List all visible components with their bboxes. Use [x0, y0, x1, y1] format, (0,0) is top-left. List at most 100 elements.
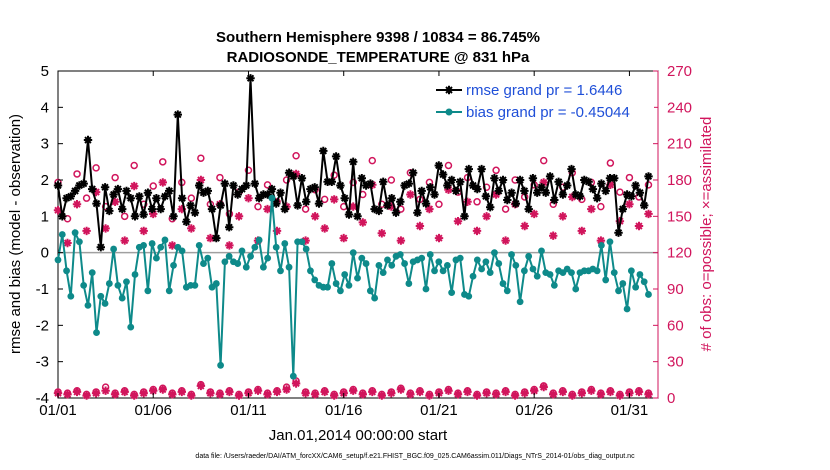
rmse-point [237, 184, 247, 194]
rmse-point [563, 181, 572, 190]
obs-assimilated-point [82, 391, 91, 400]
obs-assimilated-point [301, 389, 310, 398]
y-tick-label: -2 [36, 317, 49, 334]
bias-point [525, 252, 533, 260]
obs-possible-point [187, 194, 196, 202]
bias-point [165, 287, 173, 295]
rmse-point [357, 174, 366, 183]
bias-point [307, 267, 314, 275]
obs-assimilated-point [520, 221, 529, 231]
rmse-point [528, 174, 538, 183]
rmse-point [588, 184, 598, 194]
obs-possible-point [301, 205, 310, 213]
y-axis-ticks: -4 -3 -2 -1 0 1 2 3 4 5 [36, 63, 63, 407]
rmse-point [417, 186, 426, 196]
bias-point [435, 258, 443, 266]
x-tick-label: 01/31 [611, 402, 649, 419]
bias-point [67, 292, 75, 300]
obs-assimilated-point [272, 387, 282, 397]
bias-point [110, 245, 118, 253]
rmse-point [319, 146, 328, 156]
bias-point [345, 281, 353, 289]
obs-assimilated-point [425, 204, 434, 214]
bias-point [127, 323, 135, 331]
x-tick-label: 01/21 [420, 402, 458, 419]
bias-point [255, 236, 263, 244]
x-axis-label: Jan.01,2014 00:00:00 start [269, 427, 448, 444]
bias-point [384, 256, 391, 264]
rmse-point [541, 188, 550, 197]
legend-box [432, 76, 654, 124]
obs-possible-point [625, 173, 634, 182]
rmse-point [263, 190, 272, 199]
bias-point [281, 240, 289, 247]
rmse-point [447, 175, 456, 185]
rmse-point [353, 212, 362, 221]
legend-bias-marker [445, 108, 453, 116]
obs-assimilated-point [368, 387, 377, 397]
rmse-point [306, 184, 315, 194]
obs-possible-point [349, 178, 357, 187]
obs-assimilated-point [482, 389, 491, 398]
rmse-point [344, 210, 354, 219]
rmse-point [53, 181, 63, 190]
obs-assimilated-point [501, 236, 510, 245]
obs-assimilated-point [196, 175, 206, 185]
rmse-point [126, 194, 135, 203]
rmse-point [443, 181, 452, 190]
rmse-point [289, 172, 298, 181]
rmse-point [195, 181, 204, 190]
obs-assimilated-point [472, 391, 482, 400]
bias-point [277, 267, 284, 275]
bias-point [418, 254, 426, 262]
bias-point [443, 261, 451, 269]
rmse-point [246, 74, 255, 83]
rmse-point [293, 201, 302, 210]
bias-point [140, 242, 147, 249]
rmse-point [503, 195, 512, 205]
rmse-point [545, 172, 555, 181]
bias-point [337, 287, 344, 295]
obs-assimilated-point [396, 385, 406, 394]
rmse-point [592, 194, 602, 203]
obs-assimilated-point [158, 178, 167, 187]
y2-axis-ticks: 0 30 60 90 120 150 180 210 240 270 [653, 63, 692, 407]
obs-assimilated-point [358, 390, 367, 399]
obs-assimilated-point [168, 390, 177, 399]
rmse-point [284, 168, 294, 177]
rmse-point [250, 179, 259, 188]
data-file-footnote: data file: /Users/raeder/DAI/ATM_forcXX/… [195, 453, 635, 460]
rmse-point [610, 174, 619, 183]
rmse-point [515, 175, 525, 185]
obs-assimilated-point [282, 385, 291, 394]
y-tick-label: -3 [36, 354, 49, 371]
bias-point [593, 267, 601, 275]
bias-point [482, 258, 490, 266]
bias-point [529, 265, 537, 273]
obs-possible-point [92, 164, 100, 172]
rmse-point [75, 181, 84, 190]
obs-assimilated-point [644, 390, 653, 399]
obs-assimilated-point [196, 381, 206, 391]
obs-assimilated-point [349, 202, 358, 211]
bias-point [58, 231, 66, 238]
obs-assimilated-point [501, 387, 510, 397]
bias-point [602, 276, 610, 284]
obs-assimilated-point [472, 226, 482, 236]
bias-point [366, 287, 374, 295]
x-axis-ticks: 01/01 01/06 01/11 01/16 01/21 01/26 01/31 [39, 71, 648, 419]
x-tick-label: 01/16 [325, 402, 363, 419]
rmse-point [156, 204, 165, 214]
obs-assimilated-point [139, 389, 148, 398]
bias-point [610, 269, 618, 277]
obs-assimilated-point [549, 390, 558, 399]
obs-possible-point [111, 173, 119, 182]
obs-assimilated-point [625, 200, 634, 209]
rmse-point [580, 175, 589, 185]
rmse-point [212, 233, 221, 243]
bias-point [195, 242, 203, 249]
bias-point [148, 240, 156, 247]
y-tick-label: -4 [36, 390, 49, 407]
obs-assimilated-point [425, 391, 434, 400]
bias-point [191, 281, 199, 289]
